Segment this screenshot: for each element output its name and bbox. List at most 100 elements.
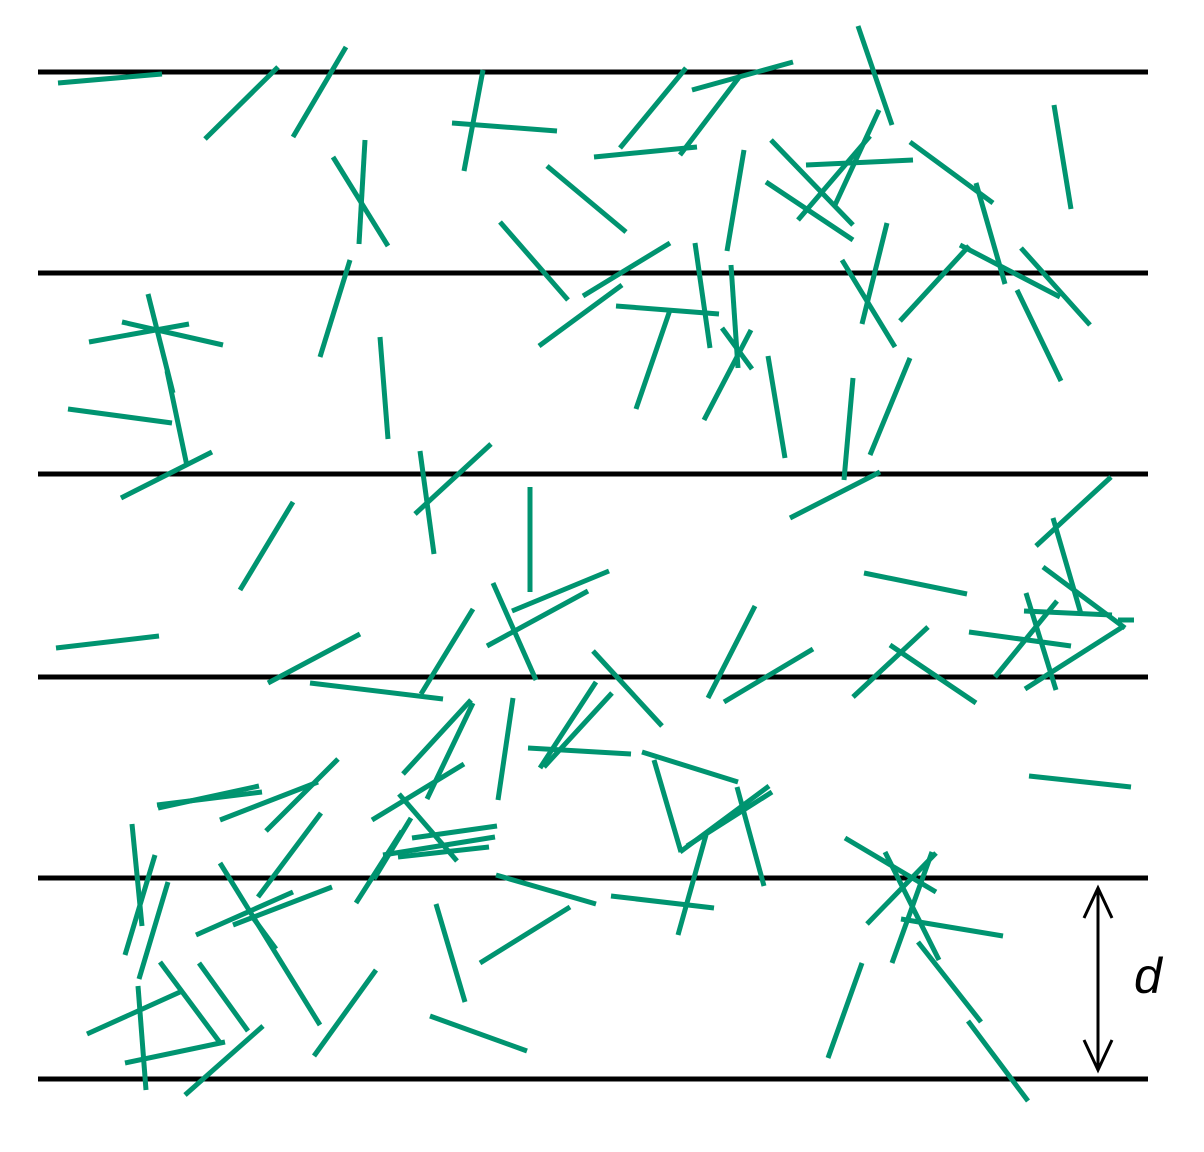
needle-22 <box>581 240 672 299</box>
needle-47 <box>898 244 971 323</box>
needle-112 <box>675 834 709 936</box>
spacing-arrow-head-bottom <box>1082 1039 1114 1074</box>
needle-8 <box>691 59 794 93</box>
needle-64 <box>888 642 978 706</box>
needle-35 <box>537 282 624 349</box>
spacing-arrow-head-top <box>1082 884 1114 919</box>
needle-80 <box>591 649 664 728</box>
needle-25 <box>958 242 1062 300</box>
needle-84 <box>685 789 774 849</box>
needle-11 <box>832 108 882 207</box>
needle-107 <box>311 968 379 1058</box>
needle-46 <box>859 222 890 325</box>
needle-6 <box>618 66 688 150</box>
needle-44 <box>867 357 913 456</box>
needle-58 <box>511 568 610 614</box>
needle-17 <box>1051 104 1074 210</box>
needle-7 <box>678 74 742 157</box>
needle-49 <box>237 500 296 592</box>
needle-108 <box>433 903 468 1003</box>
needle-86 <box>1028 773 1132 790</box>
needle-113 <box>825 962 865 1059</box>
needle-72 <box>1023 623 1126 692</box>
needle-43 <box>841 377 856 481</box>
needle-88 <box>219 779 319 823</box>
needle-71 <box>1041 564 1127 631</box>
needle-95 <box>411 823 498 841</box>
needle-2 <box>203 65 280 141</box>
needle-29 <box>88 321 190 345</box>
needle-77 <box>537 680 599 770</box>
needle-10 <box>855 25 895 126</box>
needle-119 <box>429 1013 528 1054</box>
needle-30 <box>121 319 224 348</box>
needle-96 <box>382 834 496 858</box>
needle-122 <box>135 985 149 1091</box>
needle-82 <box>651 759 684 853</box>
needle-20 <box>545 164 628 234</box>
needle-102 <box>156 789 263 808</box>
needle-62 <box>863 570 968 597</box>
spacing-label: d <box>1134 948 1164 1004</box>
needle-32 <box>164 370 190 467</box>
needle-65 <box>968 629 1072 649</box>
needle-13 <box>769 138 855 227</box>
needle-41 <box>701 328 754 422</box>
needle-103 <box>194 889 295 938</box>
needle-60 <box>722 646 815 705</box>
needle-34 <box>119 449 214 501</box>
needle-39 <box>719 326 755 371</box>
needle-21 <box>498 220 570 302</box>
needle-79 <box>527 745 632 757</box>
needle-9 <box>593 144 698 160</box>
needles <box>55 25 1134 1103</box>
needle-48 <box>1014 288 1064 383</box>
needle-126 <box>183 1024 265 1097</box>
needle-89 <box>264 757 340 833</box>
needle-74 <box>401 698 473 776</box>
needle-123 <box>136 881 171 980</box>
needle-55 <box>418 607 476 696</box>
needle-91 <box>370 761 466 823</box>
needle-33 <box>67 406 173 426</box>
needle-57 <box>485 588 590 649</box>
needle-26 <box>1019 246 1092 327</box>
needle-1 <box>57 71 163 86</box>
needle-42 <box>765 355 788 459</box>
needle-28 <box>377 336 391 440</box>
needle-99 <box>122 854 158 956</box>
needle-125 <box>196 961 251 1033</box>
needle-81 <box>641 749 739 785</box>
needle-121 <box>124 1039 226 1066</box>
needle-120 <box>85 989 182 1037</box>
needle-27 <box>317 259 353 358</box>
needle-118 <box>966 1019 1030 1103</box>
needle-114 <box>865 851 938 926</box>
needle-51 <box>413 442 493 516</box>
needle-111 <box>610 893 715 911</box>
needle-59 <box>705 604 758 700</box>
needle-117 <box>916 940 983 1024</box>
needle-37 <box>692 242 713 349</box>
needle-40 <box>633 309 673 410</box>
needle-106 <box>248 913 279 951</box>
needle-3 <box>290 45 349 139</box>
needle-14 <box>764 179 855 243</box>
needle-90 <box>256 811 323 899</box>
needle-116 <box>900 916 1004 939</box>
needle-97 <box>397 844 490 860</box>
needle-115 <box>889 851 935 964</box>
needle-85 <box>734 786 767 887</box>
needle-23 <box>724 149 747 252</box>
needle-109 <box>478 904 572 966</box>
needle-61 <box>788 469 882 521</box>
needle-12 <box>805 157 914 168</box>
spacing-arrow <box>1082 884 1114 1074</box>
needle-53 <box>55 633 160 651</box>
needle-68 <box>1050 517 1084 615</box>
needle-124 <box>157 960 224 1046</box>
needle-5 <box>461 69 486 172</box>
needle-73 <box>309 680 444 702</box>
needle-63 <box>851 625 930 699</box>
